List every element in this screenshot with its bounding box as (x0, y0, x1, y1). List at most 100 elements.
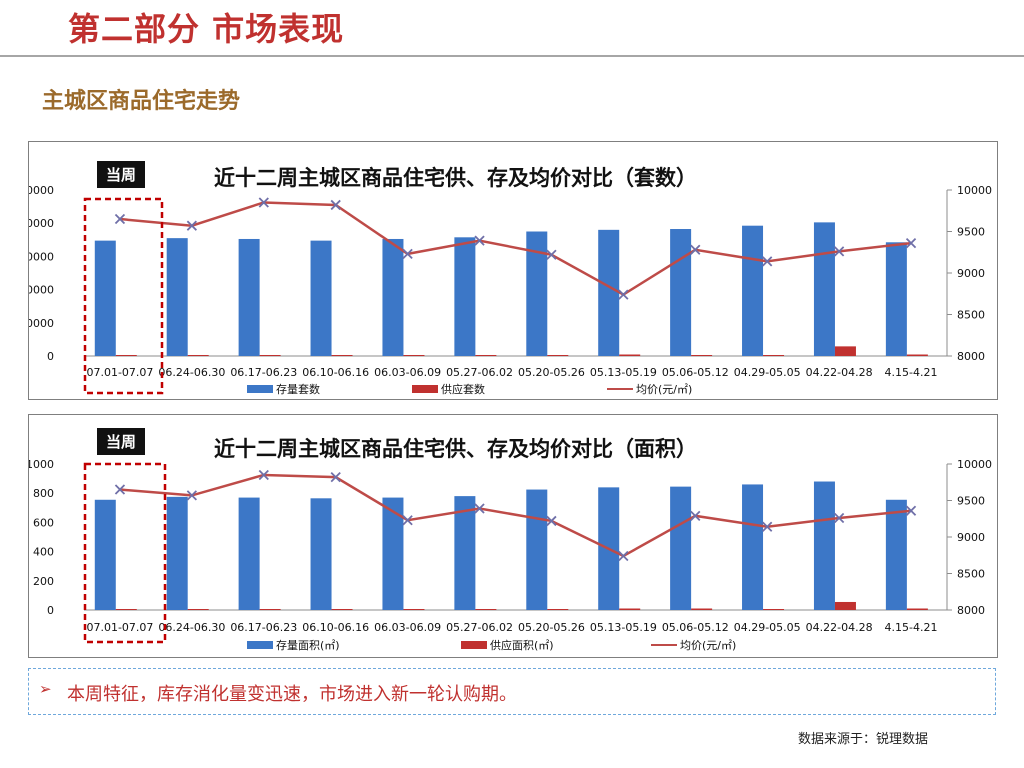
title-divider (0, 55, 1024, 57)
marker-stroke (618, 550, 629, 562)
price-point-marker (618, 289, 629, 300)
price-point-marker (762, 256, 773, 267)
marker-stroke (833, 512, 845, 524)
chart-units-svg: 近十二周主城区商品住宅供、存及均价对比（套数） 0 20000 40000 60000 8… (29, 166, 992, 396)
supply-bar (187, 609, 209, 610)
supply-bar (834, 601, 856, 610)
stock-bar (238, 497, 260, 610)
left-axis-tick-label: 0 (47, 604, 54, 617)
arrow-bullet-icon: ➢ (39, 680, 52, 698)
data-source: 数据来源于：锐理数据 (798, 732, 929, 747)
x-axis-category-label: 05.20-05.26 (518, 366, 585, 379)
marker-stroke (762, 256, 773, 267)
stock-bar (454, 237, 476, 356)
x-axis-category-label: 06.10-06.16 (302, 621, 369, 634)
price-point-marker (905, 505, 917, 516)
right-axis-tick-label: 8000 (957, 604, 985, 617)
x-axis-category-label: 04.29-05.05 (734, 366, 801, 379)
stock-bar (885, 499, 907, 610)
stock-bar (742, 484, 764, 610)
marker-stroke (546, 249, 557, 260)
x-axis-category-label: 4.15-4.21 (885, 366, 938, 379)
price-point-marker (330, 199, 341, 211)
left-axis-tick-label: 0 (47, 350, 54, 363)
marker-stroke (762, 521, 773, 532)
marker-stroke (114, 213, 126, 225)
stock-bar (166, 238, 188, 356)
x-axis-category-label: 05.06-05.12 (662, 366, 729, 379)
marker-stroke (690, 510, 701, 521)
price-point-marker (762, 521, 773, 532)
price-point-marker (546, 515, 557, 527)
stock-bar (382, 497, 404, 610)
right-axis-tick-label: 8500 (957, 568, 985, 581)
price-point-marker (402, 515, 413, 526)
marker-stroke (474, 235, 485, 246)
price-point-marker (474, 503, 485, 514)
stock-bar (310, 240, 332, 356)
x-axis-category-label: 07.01-07.07 (86, 621, 153, 634)
price-point-marker (905, 237, 917, 249)
stock-bar (598, 229, 620, 356)
x-axis-category-label: 04.22-04.28 (806, 366, 873, 379)
stock-bar (885, 242, 907, 356)
marker-stroke (258, 197, 269, 208)
x-axis-category-label: 06.17-06.23 (230, 366, 297, 379)
right-axis-tick-label: 8000 (957, 350, 985, 363)
stock-bar (670, 486, 692, 610)
left-axis-tick-label: 400 (33, 546, 54, 559)
legend-supply-label: 供应面积(㎡) (490, 638, 554, 652)
supply-bar (906, 608, 928, 610)
right-axis-tick-label: 9000 (957, 531, 985, 544)
left-axis-tick-label: 80000 (29, 217, 54, 230)
x-axis-category-label: 05.13-05.19 (590, 366, 657, 379)
legend-stock-swatch (247, 641, 273, 649)
supply-bar (331, 355, 353, 356)
price-point-marker (114, 213, 126, 225)
stock-bar (813, 222, 835, 356)
marker-stroke (186, 220, 198, 231)
marker-stroke (474, 503, 485, 514)
left-axis-tick-label: 800 (33, 487, 54, 500)
price-point-marker (186, 490, 198, 501)
chart-title: 近十二周主城区商品住宅供、存及均价对比（面积） (214, 437, 697, 461)
x-axis-category-label: 06.10-06.16 (302, 366, 369, 379)
price-line (119, 473, 912, 558)
supply-bar (403, 609, 425, 610)
right-axis-tick-label: 10000 (957, 184, 992, 197)
x-axis-category-label: 05.13-05.19 (590, 621, 657, 634)
x-axis-category-label: 4.15-4.21 (885, 621, 938, 634)
stock-bar (813, 481, 835, 610)
supply-bar (187, 355, 209, 356)
stock-bar (94, 240, 116, 356)
supply-bar (331, 609, 353, 610)
stock-bar (454, 496, 476, 610)
x-axis-category-label: 06.03-06.09 (374, 366, 441, 379)
x-axis-category-label: 05.06-05.12 (662, 621, 729, 634)
left-axis-tick-label: 20000 (29, 317, 54, 330)
marker-stroke (905, 237, 917, 249)
price-line (119, 201, 912, 297)
price-point-marker (618, 550, 629, 562)
x-axis-category-label: 04.29-05.05 (734, 621, 801, 634)
stock-bar (238, 238, 260, 356)
price-point-marker (833, 246, 845, 257)
x-axis-category-label: 06.24-06.30 (158, 366, 225, 379)
chart-area-svg: 近十二周主城区商品住宅供、存及均价对比（面积） 0 200 400 600 800 1000… (29, 437, 992, 652)
chart-title: 近十二周主城区商品住宅供、存及均价对比（套数） (214, 166, 697, 190)
price-point-marker (330, 472, 341, 483)
left-axis-tick-label: 40000 (29, 284, 54, 297)
section-title: 主城区商品住宅走势 (42, 89, 241, 114)
marker-stroke (833, 246, 845, 257)
legend-supply-swatch (461, 641, 487, 649)
current-week-badge: 当周 (97, 161, 146, 188)
stock-bar (742, 225, 764, 356)
price-point-marker (402, 248, 413, 260)
right-axis-tick-label: 9500 (957, 495, 985, 508)
marker-stroke (402, 248, 413, 260)
left-axis-tick-label: 1000 (29, 458, 54, 471)
supply-bar (403, 355, 425, 356)
summary-note: ➢ 本周特征，库存消化量变迅速，市场进入新一轮认购期。 (28, 668, 996, 715)
legend-stock-swatch (247, 385, 273, 393)
